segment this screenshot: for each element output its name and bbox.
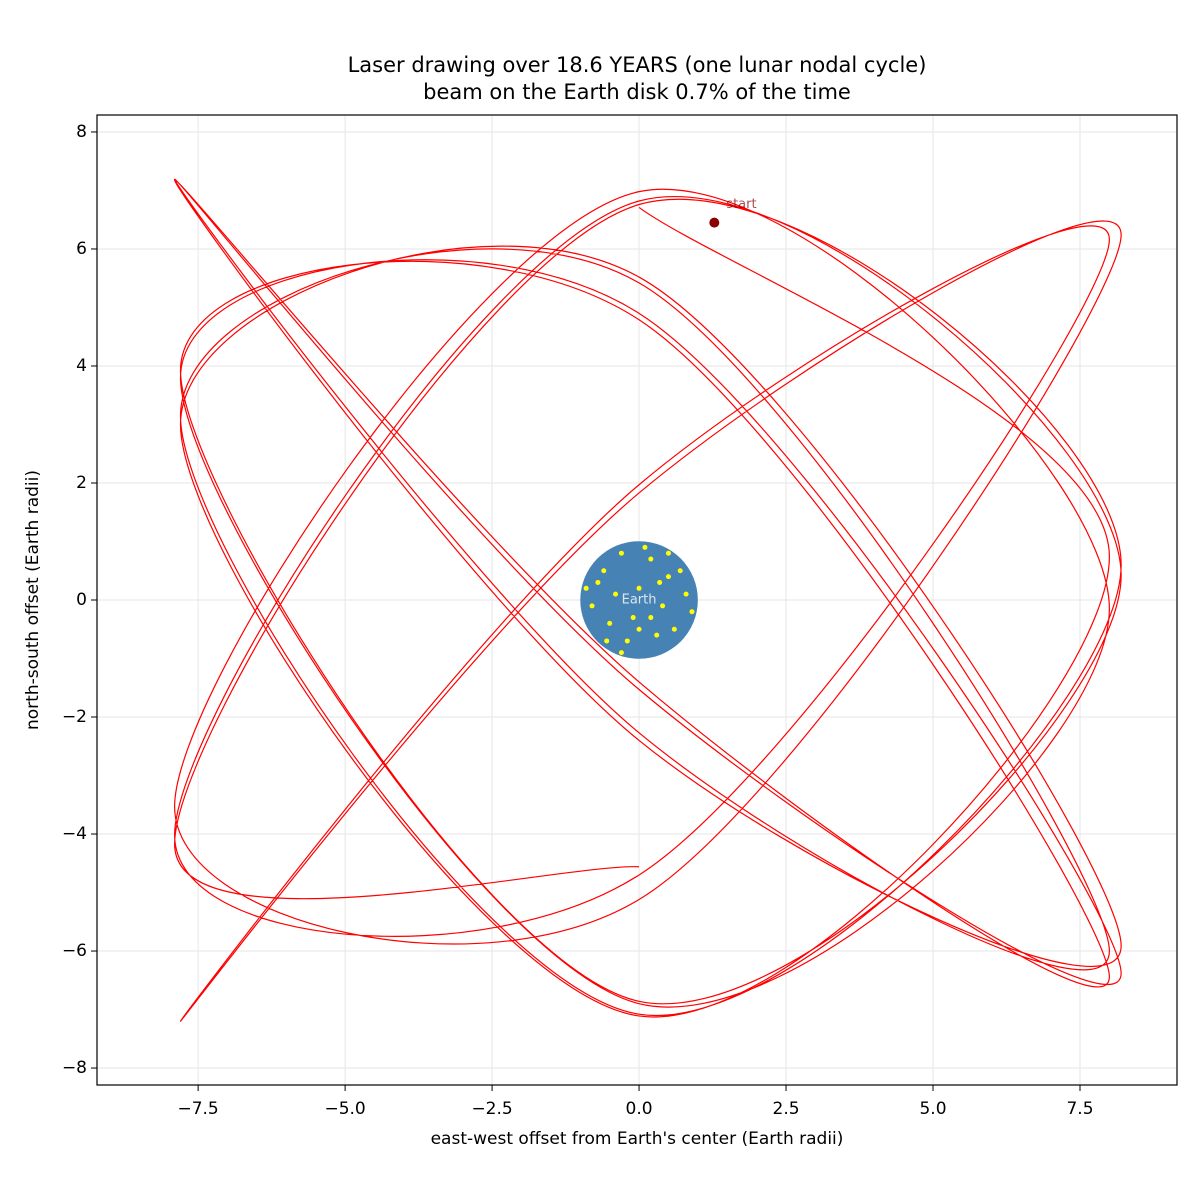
hit-point — [624, 638, 630, 644]
hit-point — [613, 591, 619, 597]
x-tick-label: 2.5 — [773, 1099, 800, 1119]
x-tick-label: 5.0 — [919, 1099, 946, 1119]
hit-point — [601, 568, 607, 574]
y-tick-label: −6 — [62, 941, 87, 961]
y-tick-label: 0 — [76, 590, 87, 610]
x-tick-label: 7.5 — [1066, 1099, 1093, 1119]
hit-point — [636, 626, 642, 632]
hit-point — [654, 632, 660, 638]
hit-point — [630, 615, 636, 621]
x-axis-label: east-west offset from Earth's center (Ea… — [431, 1129, 844, 1149]
y-tick-label: 6 — [76, 239, 87, 259]
y-tick-label: −2 — [62, 707, 87, 727]
hit-point — [660, 603, 666, 609]
hit-point — [642, 544, 648, 550]
hit-point — [607, 620, 613, 626]
hit-point — [618, 650, 624, 656]
hit-point — [648, 615, 654, 621]
chart-subtitle: beam on the Earth disk 0.7% of the time — [423, 80, 851, 104]
hit-point — [589, 603, 595, 609]
ticks: −7.5 −5.0 −2.5 0.0 2.5 5.0 7.5 −8 −6 −4 −2 0 2 4 6 8 — [62, 122, 1094, 1119]
hit-point — [683, 591, 689, 597]
x-tick-label: −7.5 — [177, 1099, 218, 1119]
earth-disk — [580, 541, 698, 659]
y-tick-label: 8 — [76, 122, 87, 142]
y-tick-label: 2 — [76, 473, 87, 493]
grid — [97, 115, 1177, 1085]
hit-point — [595, 579, 601, 585]
hit-point — [689, 609, 695, 615]
hit-point — [583, 585, 589, 591]
hit-point — [665, 574, 671, 580]
laser-trace — [174, 178, 1122, 1022]
start-label: start — [726, 197, 756, 212]
hit-point — [648, 556, 654, 562]
x-tick-label: −5.0 — [324, 1099, 365, 1119]
hit-point — [618, 550, 624, 556]
hit-point — [657, 579, 663, 585]
hit-point — [677, 568, 683, 574]
x-tick-label: −2.5 — [471, 1099, 512, 1119]
hit-point — [665, 550, 671, 556]
start-marker — [709, 217, 720, 228]
hit-point — [636, 585, 642, 591]
y-tick-label: 4 — [76, 356, 87, 376]
hit-point — [604, 638, 610, 644]
y-axis-label: north-south offset (Earth radii) — [23, 470, 43, 730]
hit-point — [671, 626, 677, 632]
y-tick-label: −8 — [62, 1058, 87, 1078]
chart-title: Laser drawing over 18.6 YEARS (one lunar… — [348, 53, 927, 77]
y-tick-label: −4 — [62, 824, 87, 844]
x-tick-label: 0.0 — [626, 1099, 653, 1119]
plot-area: Earth start — [174, 178, 1122, 1022]
earth-label: Earth — [622, 593, 657, 608]
